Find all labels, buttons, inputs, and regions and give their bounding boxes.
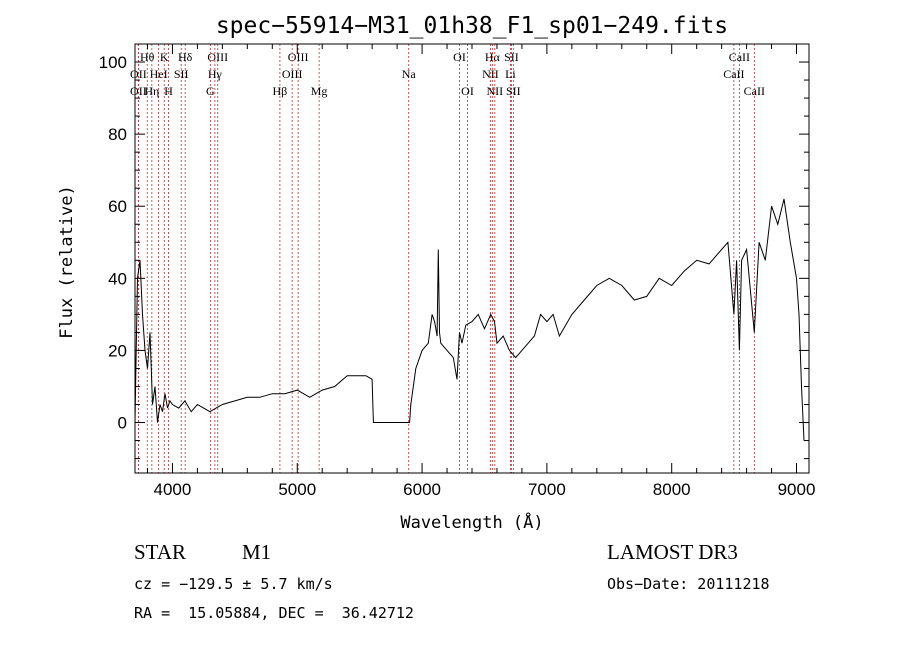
spectral-line-label: CaII xyxy=(744,84,765,98)
x-tick-label: 7000 xyxy=(528,480,566,499)
spectral-line-label: NII xyxy=(487,84,504,98)
chart-title: spec−55914−M31_01h38_F1_sp01−249.fits xyxy=(216,13,728,39)
x-tick-label: 8000 xyxy=(653,480,691,499)
spectral-line-label: OI xyxy=(461,84,474,98)
y-tick-label: 60 xyxy=(108,197,127,216)
y-axis-label: Flux (relative) xyxy=(57,185,77,339)
spectral-line-label: NII xyxy=(482,67,499,81)
x-axis-label: Wavelength (Å) xyxy=(400,511,543,533)
spectral-line-label: Hγ xyxy=(208,67,223,81)
spectral-line-label: OI xyxy=(453,50,466,64)
spectral-line-label: OIII xyxy=(207,50,228,64)
spectral-line-label: CaII xyxy=(729,50,750,64)
observation-date: Obs−Date: 20111218 xyxy=(607,575,770,593)
spectral-line-label: K xyxy=(160,50,169,64)
spectral-line-label: Na xyxy=(402,67,417,81)
spectral-line-label: HeI xyxy=(150,67,168,81)
spectral-line-label: G xyxy=(206,84,215,98)
redshift-velocity: cz = −129.5 ± 5.7 km/s xyxy=(134,575,333,593)
x-tick-label: 9000 xyxy=(778,480,816,499)
object-class: STAR xyxy=(134,540,186,564)
y-tick-label: 100 xyxy=(99,53,127,72)
spectral-line-label: Mg xyxy=(311,84,328,98)
y-tick-label: 20 xyxy=(108,341,127,360)
y-tick-label: 0 xyxy=(118,414,127,433)
axis-ticks: 4000 5000 6000 7000 8000 9000 0 20 40 60 80 100 xyxy=(99,44,816,499)
coordinates: RA = 15.05884, DEC = 36.42712 xyxy=(134,604,414,622)
spectral-line-label: CaII xyxy=(723,67,744,81)
spectrum-series-line xyxy=(134,198,805,441)
spectral-line-label: SII xyxy=(504,50,519,64)
spectral-line-label: Hδ xyxy=(178,50,193,64)
spectral-line-label: Li xyxy=(505,67,516,81)
spectral-line-label: SII xyxy=(174,67,189,81)
spectral-line-label: Hθ xyxy=(140,50,155,64)
spectral-line-label: SII xyxy=(506,84,521,98)
spectral-line-label: Hβ xyxy=(273,84,288,98)
spectral-line-label: Hη xyxy=(144,84,159,98)
spectral-line-label: Hα xyxy=(485,50,501,64)
x-tick-label: 5000 xyxy=(278,480,316,499)
plot-frame xyxy=(134,43,810,474)
survey-name: LAMOST DR3 xyxy=(607,540,738,564)
object-subclass: M1 xyxy=(242,540,272,564)
spectral-line-label: OIII xyxy=(288,50,309,64)
y-tick-label: 40 xyxy=(108,269,127,288)
spectral-line-label: H xyxy=(164,84,173,98)
y-tick-label: 80 xyxy=(108,125,127,144)
x-tick-label: 6000 xyxy=(403,480,441,499)
spectral-line-label: OII xyxy=(130,84,147,98)
spectral-line-label: OIII xyxy=(282,67,303,81)
x-tick-label: 4000 xyxy=(154,480,192,499)
